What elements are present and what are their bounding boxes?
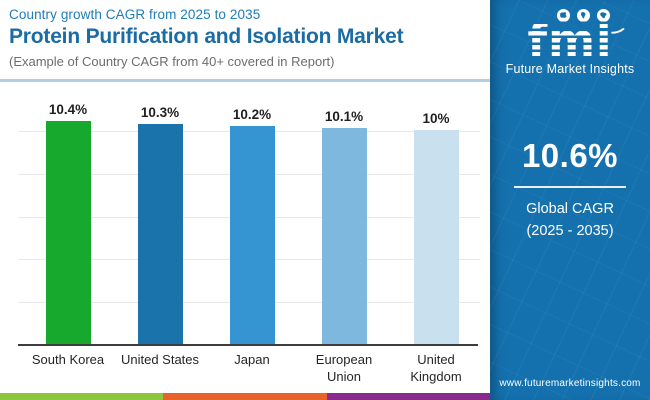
bar-group-south-korea: 10.4% <box>22 102 114 344</box>
logo-caption: Future Market Insights <box>505 62 635 77</box>
stat-value: 10.6% <box>521 137 619 174</box>
bar-group-united-states: 10.3% <box>114 102 206 344</box>
bar-european-union <box>321 127 367 344</box>
x-axis-label-united-states: United States <box>120 352 200 367</box>
x-axis-labels: South Korea United States Japan European Un… <box>22 352 482 386</box>
strip-segment-1 <box>0 393 164 400</box>
chart-subtitle: (Example of Country CAGR from 40+ covere… <box>9 54 335 69</box>
stat-label-line1: Global CAGR <box>526 201 614 217</box>
strip-segment-3 <box>326 393 490 400</box>
brand-sidebar: fmi Future Market Insights 10.6% Global … <box>490 0 650 400</box>
bar-value-label: 10.2% <box>232 106 272 122</box>
bar-united-states <box>137 123 183 344</box>
x-axis-label-south-korea: South Korea <box>31 352 105 367</box>
x-axis-line <box>18 344 478 346</box>
bar-group-united-kingdom: 10% <box>390 102 482 344</box>
bar-japan <box>229 125 275 344</box>
strip-segment-2 <box>163 393 327 400</box>
bar-value-label: 10.4% <box>48 102 88 118</box>
bar-chart: 10.4% 10.3% 10.2% 10.1% 10% <box>0 92 490 346</box>
fmi-logo: fmi Future Market Insights <box>490 8 650 76</box>
bar-group-european-union: 10.1% <box>298 102 390 344</box>
bar-value-label: 10.1% <box>324 108 364 124</box>
bar-value-label: 10.3% <box>140 104 180 120</box>
header: Country growth CAGR from 2025 to 2035 Pr… <box>9 7 487 69</box>
bars-row: 10.4% 10.3% 10.2% 10.1% 10% <box>22 102 482 344</box>
bar-south-korea <box>45 121 91 344</box>
bar-value-label: 10% <box>422 111 450 126</box>
x-axis-label-united-kingdom: United Kingdom <box>410 352 462 384</box>
page-title: Protein Purification and Isolation Marke… <box>9 25 404 48</box>
logo-letters: fmi <box>527 17 613 65</box>
stat-divider <box>514 186 626 188</box>
header-divider <box>0 79 490 82</box>
x-axis-label-japan: Japan <box>234 352 270 367</box>
chart-panel: Country growth CAGR from 2025 to 2035 Pr… <box>0 7 490 400</box>
chart-eyebrow: Country growth CAGR from 2025 to 2035 <box>9 7 261 22</box>
logo-stripes-overlay <box>527 17 613 65</box>
stat-label-line2: (2025 - 2035) <box>526 223 614 240</box>
global-cagr-stat: 10.6% Global CAGR (2025 - 2035) <box>490 137 650 243</box>
bar-group-japan: 10.2% <box>206 102 298 344</box>
bar-united-kingdom <box>413 130 459 344</box>
website-link[interactable]: www.futuremarketinsights.com <box>499 378 641 389</box>
x-axis-label-european-union: European Union <box>315 352 373 384</box>
footer-color-strip <box>0 393 490 400</box>
